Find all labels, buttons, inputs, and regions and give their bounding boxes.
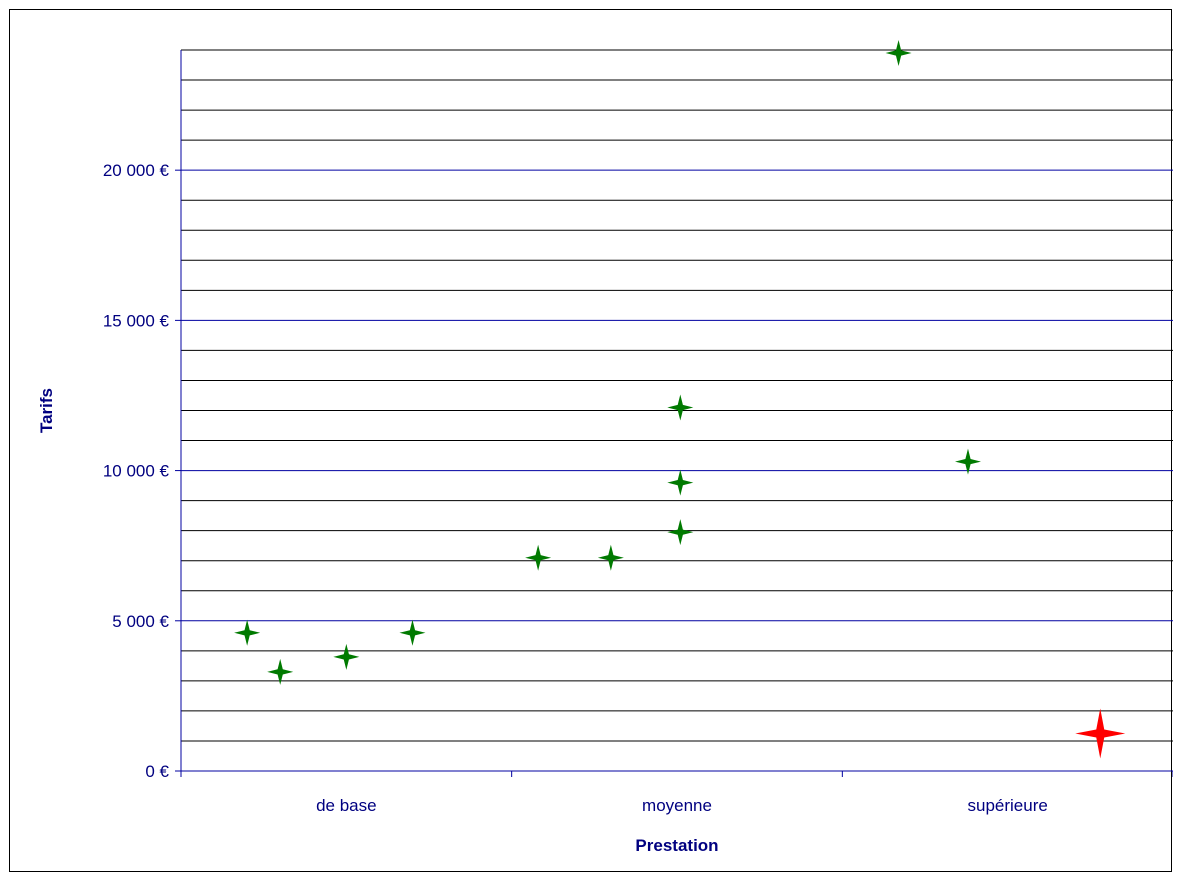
- scatter-chart: 0 € 5 000 € 10 000 € 15 000 € 20 000 € de ba…: [37, 40, 1173, 855]
- x-tick-label: supérieure: [968, 796, 1048, 815]
- y-tick-label: 20 000 €: [103, 161, 170, 180]
- data-point: [954, 448, 981, 475]
- data-point: [267, 658, 294, 685]
- x-tick-label: de base: [316, 796, 377, 815]
- data-point: [667, 469, 694, 496]
- x-tick-labels: de base moyenne supérieure: [180, 771, 1173, 815]
- data-point: [333, 643, 360, 670]
- data-point: [525, 544, 552, 571]
- data-point: [667, 394, 694, 421]
- x-tick-label: moyenne: [642, 796, 712, 815]
- data-points: [234, 40, 1126, 759]
- chart-frame: 0 € 5 000 € 10 000 € 15 000 € 20 000 € de ba…: [9, 9, 1173, 872]
- data-point: [885, 40, 912, 67]
- data-point: [399, 619, 426, 646]
- y-axis-title: Tarifs: [37, 388, 56, 433]
- data-point: [234, 619, 261, 646]
- y-tick-label: 15 000 €: [103, 311, 170, 330]
- gridlines: [181, 49, 1173, 742]
- y-tick-label: 5 000 €: [112, 612, 169, 631]
- y-tick-labels: 0 € 5 000 € 10 000 € 15 000 € 20 000 €: [103, 161, 181, 781]
- data-point: [597, 544, 624, 571]
- y-tick-label: 10 000 €: [103, 462, 170, 481]
- data-point: [667, 519, 694, 546]
- x-axis-title: Prestation: [635, 836, 718, 855]
- highlight-point: [1075, 708, 1126, 759]
- y-tick-label: 0 €: [145, 762, 169, 781]
